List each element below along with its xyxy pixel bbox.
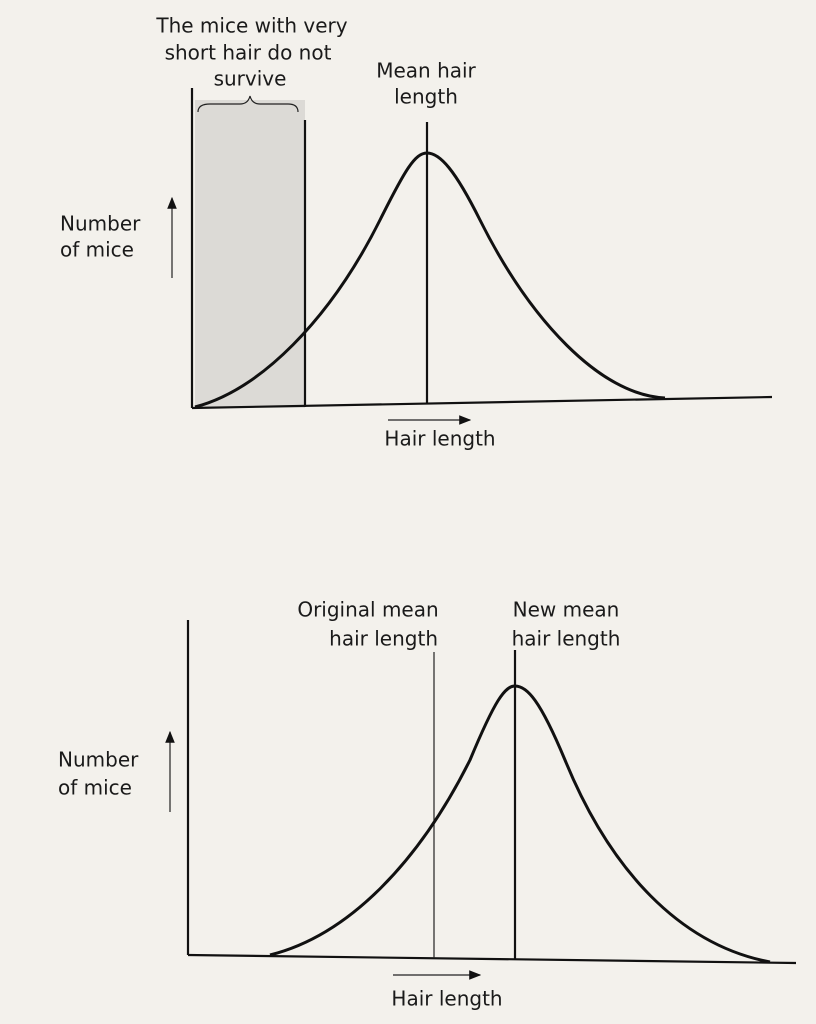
annotation: short hair do not [165,41,332,65]
annotation: survive [214,67,287,91]
x-axis [191,395,773,410]
brace [197,95,299,113]
y-axis-label: Number [60,212,141,236]
distribution-curve [269,684,771,964]
shaded-region [195,100,305,408]
new-mean-label: hair length [512,627,621,651]
original-mean-label: hair length [329,627,438,651]
distribution-curve [194,151,666,409]
y-axis-label: Number [58,748,139,772]
y-axis-label: of mice [60,238,134,262]
x-axis-label: Hair length [391,987,502,1011]
y-axis-label: of mice [58,776,132,800]
new-mean-label: New mean [513,598,620,622]
x-axis [187,953,797,965]
original-mean-label: Original mean [297,598,438,622]
annotation: The mice with very [155,14,347,38]
x-axis-label: Hair length [384,427,495,451]
mean-label: length [394,85,458,109]
bottom-diagram: Original mean hair length New mean hair … [58,598,797,1011]
mean-label: Mean hair [376,59,476,83]
top-diagram: The mice with very short hair do not sur… [60,14,773,451]
